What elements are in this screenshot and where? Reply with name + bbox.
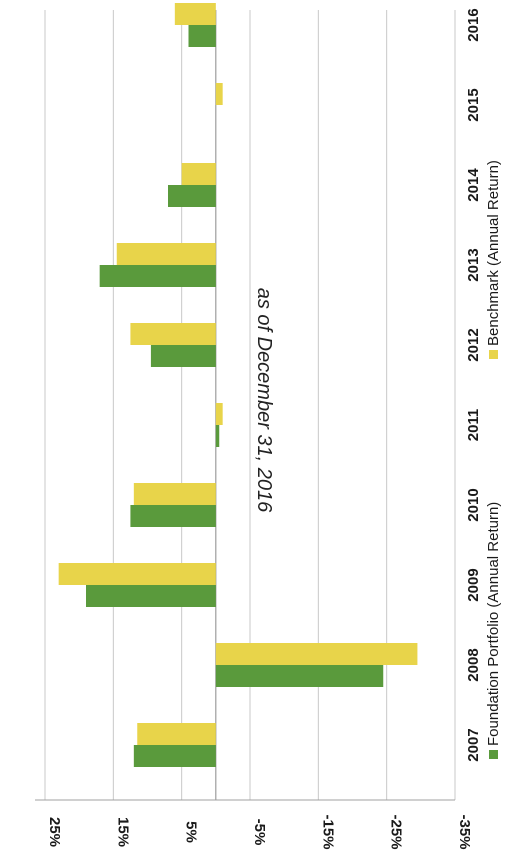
category-label: 2015 [465,88,482,121]
bar-foundation-2014 [168,185,216,207]
bar-foundation-2007 [133,745,216,767]
legend-label-benchmark: Benchmark (Annual Return) [485,160,502,346]
value-tick-label: -35% [456,814,473,849]
value-tick-label: 5% [183,821,200,843]
bar-foundation-2013 [99,265,216,287]
bar-foundation-2011 [215,425,220,447]
bar-benchmark-2008 [215,643,418,665]
category-axis-labels: 2007 2008 2009 2010 2011 2012 2013 2014 2015 2016 [465,8,482,761]
bar-benchmark-2012 [130,323,216,345]
bar-benchmark-2009 [58,563,216,585]
bar-foundation-2016 [188,25,216,47]
category-label: 2013 [465,248,482,281]
value-tick-label: 25% [46,817,63,847]
bar-benchmark-2007 [137,723,216,745]
legend-swatch-foundation [489,750,498,759]
value-tick-label: -15% [319,814,336,849]
bar-benchmark-2011 [215,403,223,425]
bar-foundation-2009 [86,585,216,607]
bar-benchmark-2014 [181,163,216,185]
legend-swatch-benchmark [489,350,498,359]
bars [58,3,418,767]
bar-benchmark-2016 [174,3,216,25]
category-label: 2012 [465,328,482,361]
chart-subtitle: as of December 31, 2016 [253,288,275,513]
value-tick-label: -25% [388,814,405,849]
bar-benchmark-2015 [215,83,223,105]
bar-foundation-2012 [150,345,216,367]
bar-foundation-2010 [130,505,216,527]
category-label: 2010 [465,488,482,521]
bar-benchmark-2010 [133,483,216,505]
value-tick-label: 15% [114,817,131,847]
legend-label-foundation: Foundation Portfolio (Annual Return) [485,502,502,746]
category-label: 2011 [465,409,482,442]
bar-benchmark-2013 [116,243,216,265]
category-label: 2008 [465,648,482,681]
legend: Foundation Portfolio (Annual Return) Benc… [485,160,502,759]
value-tick-label: -5% [251,819,268,846]
value-axis-ticks: 25% 15% 5% -5% -15% -25% -35% [46,814,473,849]
bar-foundation-2008 [215,665,384,687]
grid-lines [35,10,456,801]
category-label: 2014 [465,168,482,202]
category-label: 2007 [465,728,482,761]
category-label: 2016 [465,8,482,41]
category-label: 2009 [465,568,482,601]
